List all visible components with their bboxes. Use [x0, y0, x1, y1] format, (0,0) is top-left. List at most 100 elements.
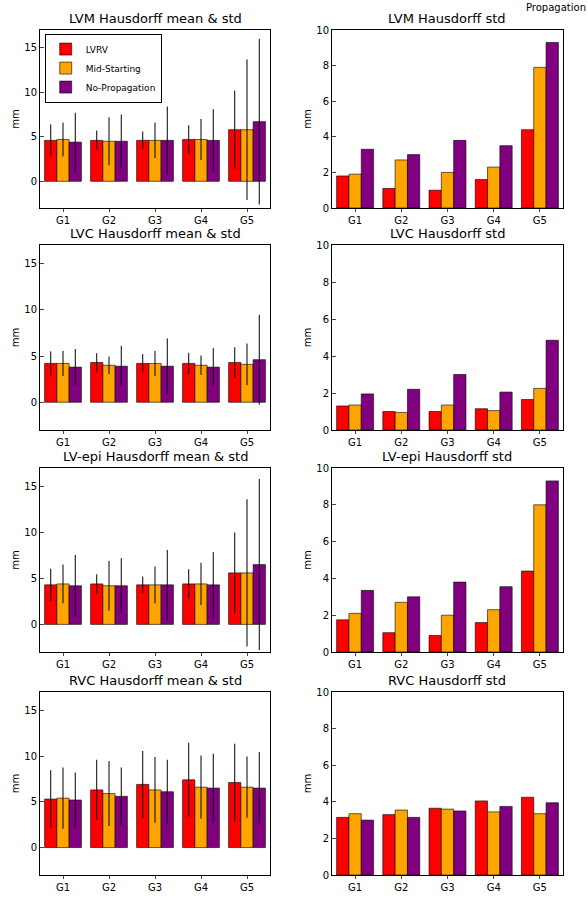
svg-text:8: 8 — [323, 277, 329, 288]
svg-text:15: 15 — [24, 481, 37, 492]
svg-text:6: 6 — [323, 96, 329, 107]
svg-text:G2: G2 — [394, 437, 408, 448]
svg-text:G2: G2 — [102, 882, 116, 893]
svg-text:6: 6 — [323, 314, 329, 325]
svg-text:G3: G3 — [148, 437, 162, 448]
svg-text:G1: G1 — [56, 659, 70, 670]
svg-text:4: 4 — [323, 351, 329, 362]
svg-text:mm: mm — [302, 109, 313, 128]
svg-text:2: 2 — [323, 610, 329, 621]
svg-text:0: 0 — [31, 842, 37, 853]
svg-text:G4: G4 — [194, 882, 208, 893]
svg-text:0: 0 — [31, 619, 37, 630]
svg-text:G3: G3 — [440, 215, 454, 226]
svg-text:10: 10 — [316, 687, 329, 698]
svg-text:mm: mm — [302, 328, 313, 347]
svg-text:5: 5 — [31, 131, 37, 142]
svg-text:G4: G4 — [487, 215, 501, 226]
svg-text:0: 0 — [31, 176, 37, 187]
svg-text:G4: G4 — [487, 882, 501, 893]
svg-text:LVM Hausdorff mean & std: LVM Hausdorff mean & std — [69, 11, 242, 26]
svg-text:G1: G1 — [348, 215, 362, 226]
svg-text:G3: G3 — [148, 659, 162, 670]
svg-text:G5: G5 — [240, 882, 254, 893]
svg-text:No-Propagation: No-Propagation — [86, 83, 156, 93]
svg-text:G1: G1 — [348, 437, 362, 448]
svg-text:10: 10 — [316, 240, 329, 251]
svg-text:15: 15 — [24, 705, 37, 716]
svg-text:0: 0 — [323, 647, 329, 658]
svg-text:G3: G3 — [148, 882, 162, 893]
svg-text:8: 8 — [323, 723, 329, 734]
svg-text:mm: mm — [10, 550, 21, 569]
svg-text:10: 10 — [316, 463, 329, 474]
svg-text:LVRV: LVRV — [86, 45, 109, 55]
svg-text:G4: G4 — [487, 659, 501, 670]
svg-text:10: 10 — [316, 25, 329, 36]
svg-text:G2: G2 — [394, 882, 408, 893]
svg-text:Propagation: Propagation — [526, 2, 586, 13]
svg-text:G3: G3 — [148, 215, 162, 226]
svg-text:G5: G5 — [533, 882, 547, 893]
svg-text:G4: G4 — [194, 437, 208, 448]
svg-text:0: 0 — [31, 397, 37, 408]
svg-text:LVM Hausdorff std: LVM Hausdorff std — [388, 11, 506, 26]
svg-text:G3: G3 — [440, 659, 454, 670]
svg-text:10: 10 — [24, 304, 37, 315]
svg-text:G5: G5 — [240, 659, 254, 670]
svg-text:2: 2 — [323, 388, 329, 399]
svg-text:10: 10 — [24, 527, 37, 538]
svg-text:G5: G5 — [533, 215, 547, 226]
svg-text:G5: G5 — [533, 659, 547, 670]
svg-text:G4: G4 — [194, 215, 208, 226]
svg-text:RVC Hausdorff mean & std: RVC Hausdorff mean & std — [69, 673, 242, 688]
svg-text:5: 5 — [31, 796, 37, 807]
svg-text:G3: G3 — [440, 437, 454, 448]
svg-text:8: 8 — [323, 499, 329, 510]
svg-text:G1: G1 — [56, 215, 70, 226]
svg-text:0: 0 — [323, 425, 329, 436]
svg-text:0: 0 — [323, 870, 329, 881]
svg-text:LV-epi Hausdorff std: LV-epi Hausdorff std — [382, 449, 512, 464]
svg-text:4: 4 — [323, 796, 329, 807]
svg-text:5: 5 — [31, 351, 37, 362]
svg-text:8: 8 — [323, 60, 329, 71]
svg-text:mm: mm — [10, 774, 21, 793]
svg-text:G3: G3 — [440, 882, 454, 893]
svg-text:G2: G2 — [394, 215, 408, 226]
svg-text:10: 10 — [24, 87, 37, 98]
svg-text:6: 6 — [323, 536, 329, 547]
svg-text:2: 2 — [323, 833, 329, 844]
svg-text:G5: G5 — [240, 215, 254, 226]
svg-text:5: 5 — [31, 573, 37, 584]
svg-text:G2: G2 — [102, 659, 116, 670]
svg-text:0: 0 — [323, 203, 329, 214]
svg-text:LV-epi Hausdorff mean & std: LV-epi Hausdorff mean & std — [63, 449, 248, 464]
svg-text:15: 15 — [24, 42, 37, 53]
svg-text:LVC Hausdorff mean & std: LVC Hausdorff mean & std — [70, 226, 241, 241]
svg-text:G1: G1 — [348, 659, 362, 670]
svg-text:G4: G4 — [487, 437, 501, 448]
svg-text:RVC Hausdorff std: RVC Hausdorff std — [388, 673, 506, 688]
svg-text:2: 2 — [323, 167, 329, 178]
svg-text:LVC Hausdorff std: LVC Hausdorff std — [390, 226, 505, 241]
svg-text:G5: G5 — [240, 437, 254, 448]
svg-text:G2: G2 — [394, 659, 408, 670]
svg-text:G2: G2 — [102, 215, 116, 226]
svg-text:4: 4 — [323, 573, 329, 584]
svg-text:Mid-Starting: Mid-Starting — [86, 64, 141, 74]
svg-text:G1: G1 — [56, 437, 70, 448]
svg-text:G4: G4 — [194, 659, 208, 670]
svg-text:mm: mm — [10, 109, 21, 128]
svg-text:G1: G1 — [348, 882, 362, 893]
svg-text:mm: mm — [10, 328, 21, 347]
svg-text:4: 4 — [323, 131, 329, 142]
svg-text:G2: G2 — [102, 437, 116, 448]
svg-text:10: 10 — [24, 751, 37, 762]
svg-text:mm: mm — [302, 774, 313, 793]
svg-text:15: 15 — [24, 258, 37, 269]
svg-text:6: 6 — [323, 760, 329, 771]
svg-text:G5: G5 — [533, 437, 547, 448]
svg-text:mm: mm — [302, 550, 313, 569]
svg-text:G1: G1 — [56, 882, 70, 893]
